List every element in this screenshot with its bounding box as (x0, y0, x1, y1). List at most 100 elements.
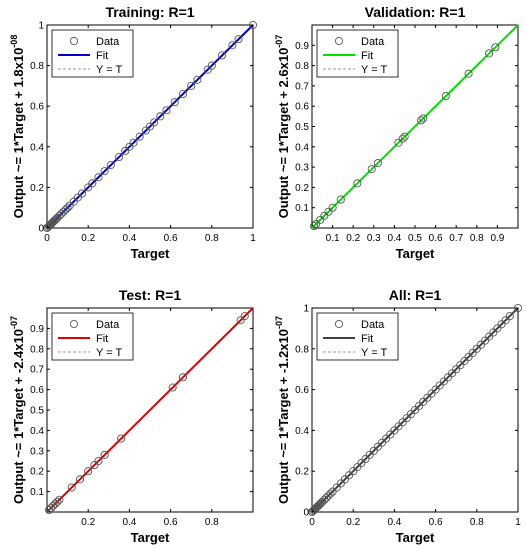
data-point (398, 418, 407, 427)
chart-panel: 0 0.2 0.4 0.6 0.8 1 0 0.2 0.4 0.6 0.8 1 Training: R=… (9, 4, 258, 261)
legend-data-marker (69, 36, 79, 46)
data-point (193, 75, 202, 84)
data-point (52, 214, 61, 223)
data-point (322, 493, 331, 502)
x-tick-label: 0.2 (346, 233, 360, 244)
legend-label: Data (96, 36, 120, 48)
data-point (390, 426, 399, 435)
data-point (313, 502, 322, 511)
data-point (150, 118, 159, 127)
legend-data-marker (334, 319, 344, 329)
y-tick-label: 0.9 (295, 41, 309, 52)
y-tick-label: 0.8 (295, 61, 309, 72)
data-point (367, 165, 376, 174)
data-point (63, 203, 72, 212)
data-point (145, 122, 155, 131)
y-tick-label: 0.8 (30, 344, 44, 355)
data-point (65, 201, 74, 210)
data-point (55, 211, 64, 220)
data-point (187, 81, 196, 90)
data-point (310, 505, 319, 515)
data-point (398, 134, 407, 143)
x-tick-label: 0.6 (164, 517, 178, 528)
y-tick-label: 0.4 (30, 142, 44, 153)
chart-panel: 0 0.2 0.4 0.6 0.8 1 0 0.2 0.4 0.6 0.8 1 All: R=1 Targ… (274, 287, 523, 545)
data-point (67, 483, 76, 492)
y-axis-label: Output ~= 1*Target + 1.8x10-08 (9, 35, 26, 219)
data-point (439, 377, 448, 386)
data-point (357, 458, 366, 468)
legend: Data Fit Y = T (51, 29, 134, 78)
legend-label: Y = T (361, 64, 387, 76)
data-point (228, 41, 237, 50)
y-tick-label: 0.8 (30, 61, 44, 72)
data-point (324, 207, 333, 216)
x-axis-label: Target (396, 246, 435, 261)
data-point (345, 471, 354, 480)
chart-panel: 0.1 0.2 0.3 0.4 0.5 0.6 0.7 0.8 0.9 0.1 0.2 0.3 0.4 0… (274, 4, 519, 261)
data-point (307, 507, 317, 517)
data-point (369, 446, 378, 455)
legend-label: Y = T (96, 64, 122, 76)
legend-label: Y = T (361, 347, 387, 359)
data-point (460, 356, 469, 366)
data-point (324, 491, 333, 500)
data-point (314, 501, 323, 510)
data-point (417, 116, 426, 125)
data-point (468, 348, 477, 357)
y-tick-label: 0.1 (30, 487, 44, 498)
x-tick-label: 0 (44, 233, 50, 244)
data-point (129, 138, 138, 147)
legend-label: Y = T (96, 347, 122, 359)
chart-title: Training: R=1 (105, 4, 194, 20)
legend-data-marker (334, 36, 344, 46)
y-tick-label: 0.3 (30, 446, 44, 457)
data-point (349, 467, 358, 476)
x-tick-label: 0.4 (387, 517, 401, 528)
data-point (178, 89, 188, 99)
data-point (141, 126, 150, 135)
data-point (316, 499, 325, 508)
data-point (162, 106, 171, 115)
data-point (43, 222, 53, 232)
y-tick-label: 0.5 (30, 406, 44, 417)
y-tick-label: 0.2 (295, 467, 309, 478)
data-point (88, 179, 97, 188)
data-point (170, 98, 179, 107)
x-tick-label: 0.8 (205, 233, 219, 244)
x-tick-label: 0.2 (346, 517, 360, 528)
data-point (236, 316, 245, 325)
x-tick-label: 1 (250, 233, 256, 244)
y-tick-label: 0.2 (295, 183, 309, 194)
x-axis-label: Target (131, 530, 170, 545)
data-point (464, 69, 473, 78)
data-point (117, 434, 126, 443)
data-point (42, 223, 52, 233)
data-point (317, 498, 326, 507)
y-tick-label: 0.1 (295, 203, 309, 214)
x-tick-label: 0.4 (122, 517, 136, 528)
data-point (45, 505, 54, 515)
data-point (336, 479, 345, 488)
data-point (311, 504, 320, 513)
y-tick-label: 0.3 (295, 163, 309, 174)
data-point (476, 340, 485, 349)
y-axis-label-main: Output ~= 1*Target + -2.4x10 (11, 329, 26, 504)
data-point (47, 219, 56, 228)
y-tick-label: 0.6 (30, 385, 44, 396)
data-point (310, 221, 319, 231)
x-tick-label: 0.1 (326, 233, 340, 244)
data-point (94, 173, 103, 182)
data-point (156, 112, 165, 121)
data-point (377, 438, 387, 447)
y-axis-label-main: Output ~= 1*Target + 1.8x10 (11, 48, 26, 219)
data-point (51, 215, 60, 224)
y-axis-label-main: Output ~= 1*Target + -1.2x10 (276, 329, 291, 504)
legend-label: Data (361, 36, 385, 48)
y-tick-label: 0.2 (30, 467, 44, 478)
data-point (489, 328, 498, 337)
data-point (501, 316, 510, 325)
legend-data-marker (69, 319, 79, 329)
x-tick-label: 0.8 (470, 233, 484, 244)
